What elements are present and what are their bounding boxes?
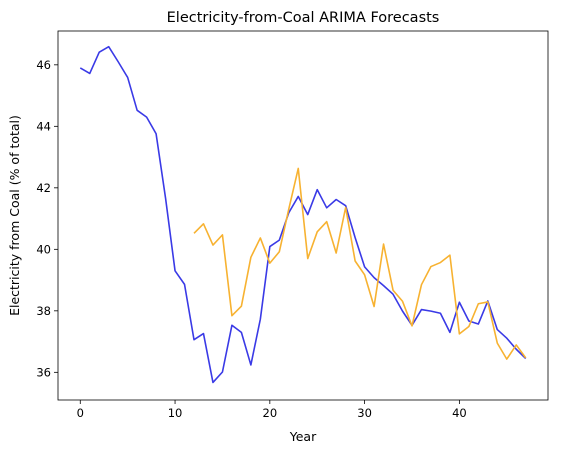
x-tick-label: 40 bbox=[452, 406, 467, 420]
y-tick-label: 38 bbox=[36, 304, 51, 318]
x-tick-label: 10 bbox=[168, 406, 183, 420]
series-layer bbox=[79, 45, 527, 384]
y-tick-label: 36 bbox=[36, 365, 51, 379]
y-tick-label: 40 bbox=[36, 242, 51, 256]
x-tick-label: 20 bbox=[263, 406, 278, 420]
y-tick-label: 46 bbox=[36, 58, 51, 72]
series-line-1 bbox=[79, 45, 527, 384]
y-tick-label: 42 bbox=[36, 181, 51, 195]
x-tick-label: 0 bbox=[77, 406, 84, 420]
y-tick-label: 44 bbox=[36, 119, 51, 133]
y-axis-label: Electricity from Coal (% of total) bbox=[7, 115, 22, 316]
ticks-layer: 0 10 20 30 40 36 38 40 42 44 46 bbox=[36, 58, 466, 420]
x-tick-label: 30 bbox=[357, 406, 372, 420]
series-line-2 bbox=[193, 167, 527, 360]
plot-frame bbox=[57, 30, 549, 401]
chart-title: Electricity-from-Coal ARIMA Forecasts bbox=[167, 10, 440, 26]
x-axis-label: Year bbox=[289, 429, 317, 444]
